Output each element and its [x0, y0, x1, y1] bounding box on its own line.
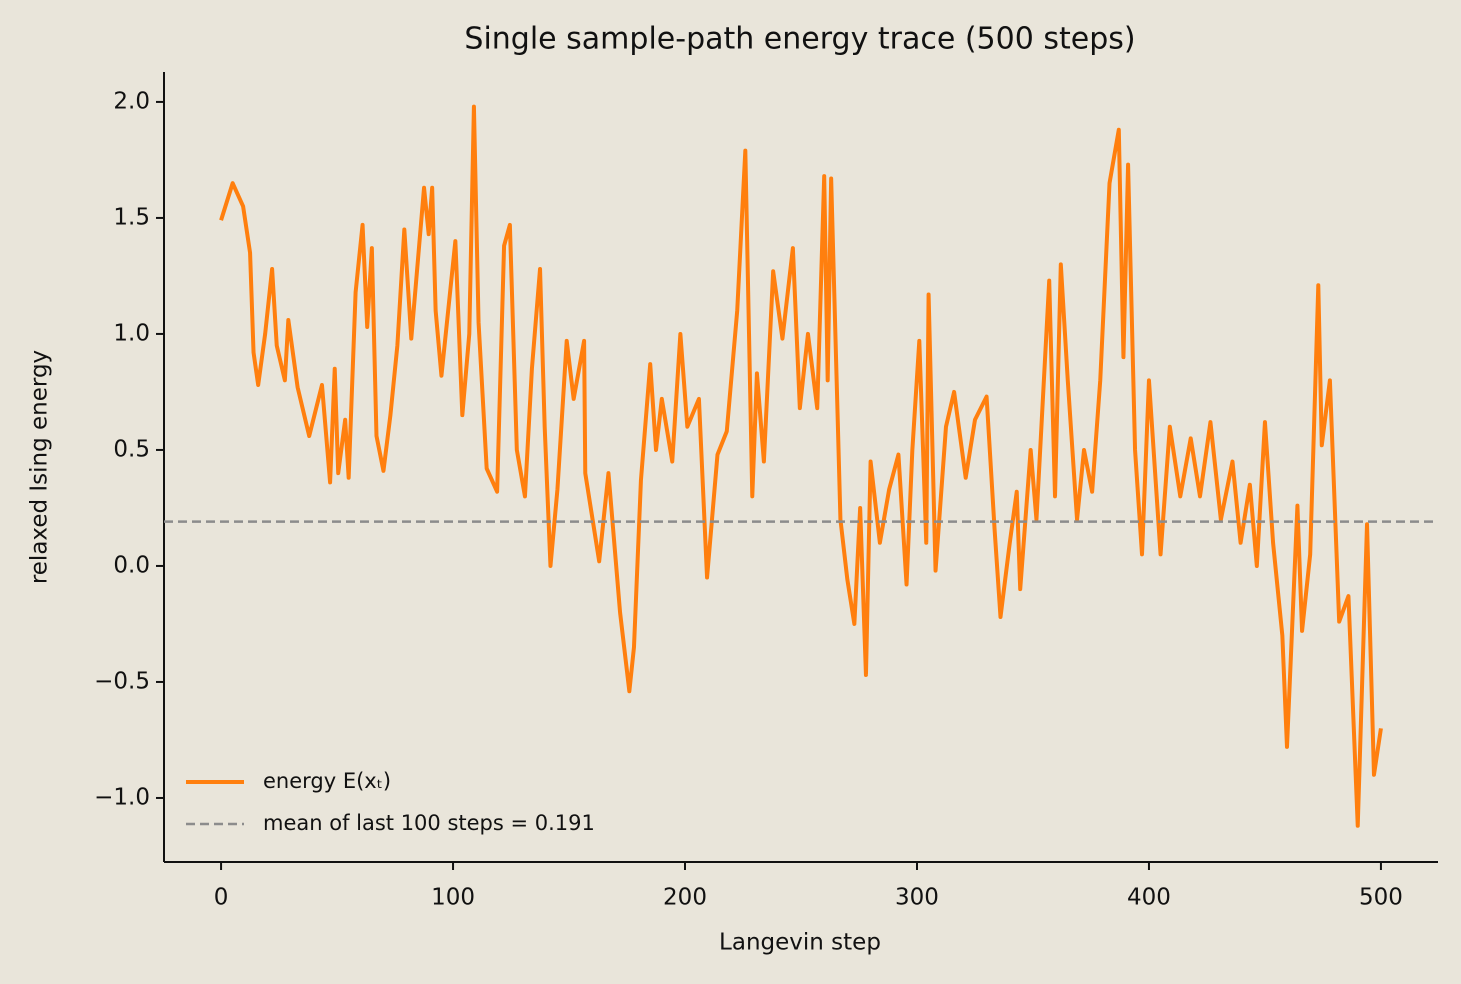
x-tick-label: 0	[214, 885, 229, 911]
x-axis-label: Langevin step	[719, 930, 881, 956]
x-tick-label: 300	[895, 885, 939, 911]
x-tick-label: 100	[431, 885, 475, 911]
legend-text: energy E(xₜ)	[263, 769, 391, 793]
y-tick-label: 1.0	[113, 320, 150, 346]
chart-title: Single sample-path energy trace (500 ste…	[464, 22, 1135, 57]
y-tick-label: 2.0	[113, 88, 150, 114]
x-tick-label: 500	[1359, 885, 1403, 911]
y-tick-label: 0.0	[113, 552, 150, 578]
legend-text: mean of last 100 steps = 0.191	[263, 811, 595, 835]
x-tick-label: 400	[1127, 885, 1171, 911]
x-tick-label: 200	[663, 885, 707, 911]
y-tick-label: 1.5	[113, 204, 150, 230]
energy-line	[219, 104, 1383, 828]
y-axis-label: relaxed Ising energy	[27, 350, 53, 584]
y-tick-label: −1.0	[94, 784, 150, 810]
y-tick-label: −0.5	[94, 668, 150, 694]
y-tick-label: 0.5	[113, 436, 150, 462]
